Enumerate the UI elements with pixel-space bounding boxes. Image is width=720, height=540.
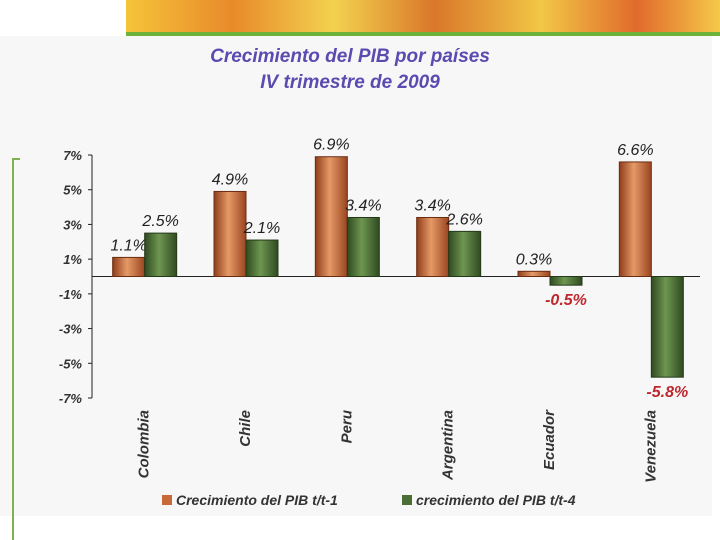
legend-swatch-t4 [402,495,412,505]
data-label-t4-ecuador: -0.5% [545,292,587,309]
data-label-t4-colombia: 2.5% [141,213,178,230]
y-tick-label: -1% [59,287,83,302]
bar-t1-peru [314,156,348,277]
bar-t1-venezuela [618,161,652,277]
chart-subtitle: IV trimestre de 2009 [260,72,440,93]
x-tick-label: Venezuela [642,410,659,483]
bar-t4-colombia [144,232,178,278]
y-tick-label: 7% [63,148,82,163]
y-tick-label: -7% [59,391,83,406]
legend-label-t1: Crecimiento del PIB t/t-1 [176,492,338,508]
data-label-t4-peru: 3.4% [345,197,381,214]
x-tick-label: Argentina [440,410,457,481]
legend-item-t1: Crecimiento del PIB t/t-1 [162,492,338,508]
bar-t1-chile [213,190,247,277]
data-label-t1-ecuador: 0.3% [516,251,552,268]
left-divider-tick [12,158,20,160]
data-label-t4-chile: 2.1% [243,220,280,237]
chart-title: Crecimiento del PIB por países [210,46,490,67]
left-divider [12,158,14,540]
y-tick-label: 5% [63,183,82,198]
data-label-t1-argentina: 3.4% [414,197,450,214]
x-tick-label: Colombia [136,410,153,478]
legend-item-t4: crecimiento del PIB t/t-4 [402,492,575,508]
y-tick-label: 3% [63,217,82,232]
bar-t1-ecuador [517,270,551,277]
y-tick-label: 1% [63,252,82,267]
x-tick-label: Chile [237,410,254,447]
bar-t4-ecuador [549,276,583,286]
data-label-t1-chile: 4.9% [212,171,248,188]
data-label-t1-colombia: 1.1% [110,237,146,254]
bar-t1-argentina [416,216,450,278]
data-label-t4-venezuela: -5.8% [646,384,688,401]
x-tick-label: Ecuador [541,409,558,470]
bar-t4-chile [245,239,279,278]
y-tick-label: -5% [59,356,83,371]
header-accent-bar [126,32,720,36]
header-banner [126,0,720,32]
legend-swatch-t1 [162,495,172,505]
bar-t4-argentina [448,230,482,277]
data-label-t1-peru: 6.9% [313,137,349,154]
bar-t4-venezuela [650,276,684,378]
bar-t1-colombia [112,256,146,277]
data-label-t1-venezuela: 6.6% [617,142,653,159]
legend-label-t4: crecimiento del PIB t/t-4 [416,492,576,508]
bar-t4-peru [346,216,380,278]
data-label-t4-argentina: 2.6% [445,211,482,228]
x-tick-label: Peru [338,410,355,443]
y-tick-label: -3% [59,322,83,337]
